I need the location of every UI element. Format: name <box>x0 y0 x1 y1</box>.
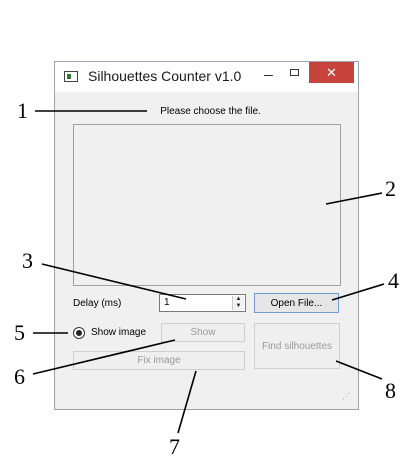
spin-up-icon[interactable]: ▲ <box>235 296 242 302</box>
resize-grip-icon[interactable]: ⋰ <box>342 392 350 401</box>
image-display-area <box>73 124 341 286</box>
callout-2: 2 <box>385 176 396 201</box>
close-button[interactable]: ✕ <box>309 62 354 83</box>
find-silhouettes-button[interactable]: Find silhouettes <box>254 323 340 369</box>
callout-1: 1 <box>17 98 28 123</box>
minimize-icon <box>263 74 273 76</box>
delay-spinbox[interactable]: 1 ▲ ▼ <box>159 294 246 312</box>
close-icon: ✕ <box>326 64 337 80</box>
callout-8: 8 <box>385 378 396 403</box>
app-icon <box>64 71 78 82</box>
callout-3: 3 <box>22 248 33 273</box>
window-content: Please choose the file. Delay (ms) 1 ▲ ▼… <box>60 92 353 404</box>
callout-5: 5 <box>14 320 25 345</box>
show-button[interactable]: Show <box>161 323 245 342</box>
callout-7: 7 <box>169 434 180 459</box>
title-bar[interactable]: Silhouettes Counter v1.0 ✕ <box>55 62 358 92</box>
app-window: Silhouettes Counter v1.0 ✕ Please choose… <box>54 61 359 410</box>
spin-down-icon[interactable]: ▼ <box>235 303 242 309</box>
maximize-button[interactable] <box>281 62 307 83</box>
delay-value[interactable]: 1 <box>164 297 170 308</box>
fix-image-button[interactable]: Fix image <box>73 351 245 370</box>
status-label: Please choose the file. <box>160 106 261 117</box>
show-image-label[interactable]: Show image <box>91 327 147 338</box>
window-title: Silhouettes Counter v1.0 <box>88 68 242 84</box>
minimize-button[interactable] <box>255 62 281 83</box>
maximize-icon <box>289 69 299 76</box>
delay-label: Delay (ms) <box>73 298 122 309</box>
callout-4: 4 <box>388 268 399 293</box>
show-image-radio[interactable] <box>73 327 85 339</box>
open-file-button[interactable]: Open File... <box>254 293 339 313</box>
spin-arrows[interactable]: ▲ ▼ <box>232 296 244 310</box>
callout-6: 6 <box>14 364 25 389</box>
